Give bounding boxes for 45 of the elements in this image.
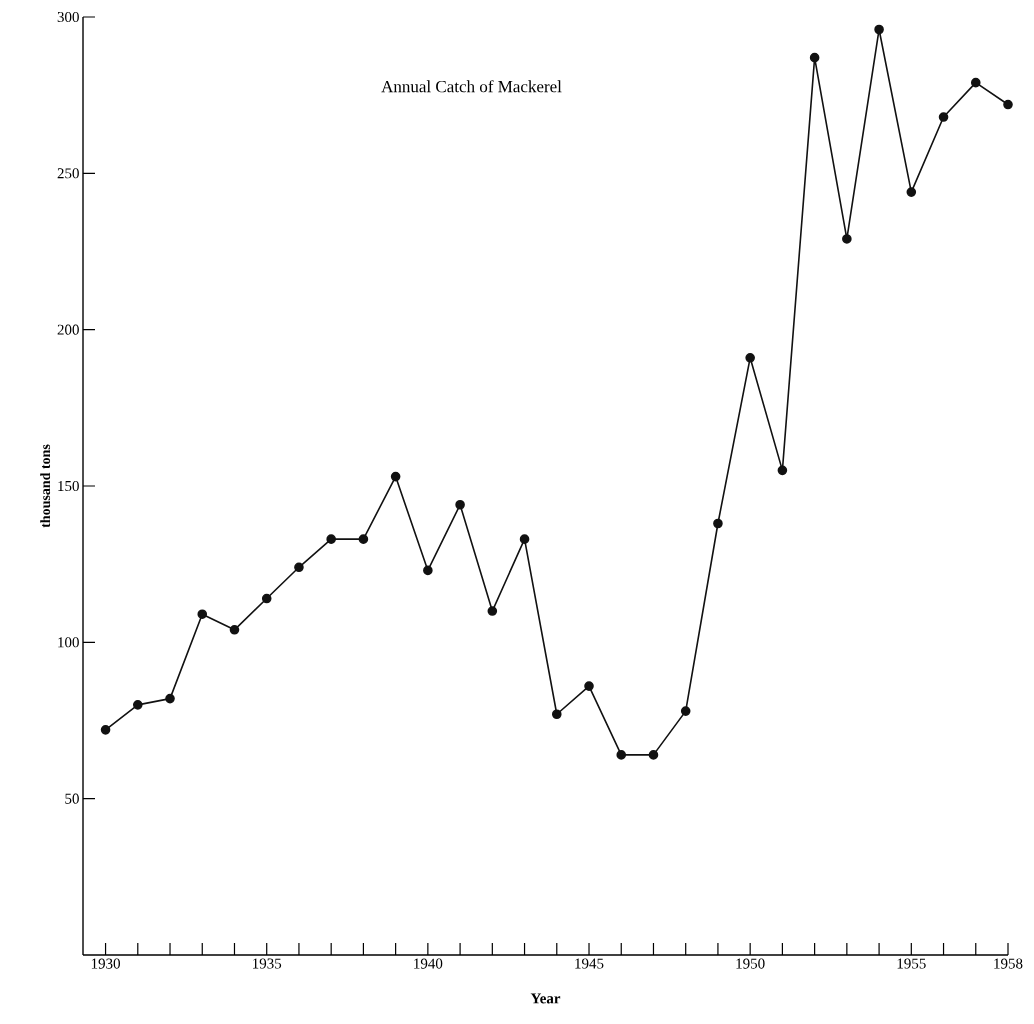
- point: [584, 681, 594, 691]
- y-tick-label: 250: [57, 168, 79, 179]
- y-tick-label: 300: [57, 11, 79, 23]
- point: [842, 234, 852, 244]
- y-tick-label: 150: [58, 480, 79, 492]
- x-tick-label: 1958: [994, 958, 1023, 969]
- point: [455, 499, 465, 510]
- x-tick-label: 1950: [736, 958, 765, 969]
- point: [229, 625, 240, 635]
- x-tick-label: 1930: [91, 958, 120, 969]
- point: [874, 24, 884, 35]
- y-axis-title: thousand tons: [40, 444, 51, 528]
- point: [390, 471, 401, 482]
- point: [100, 725, 111, 735]
- y-tick-label: 100: [58, 637, 79, 648]
- point: [197, 609, 208, 619]
- point: [777, 465, 788, 476]
- point: [970, 77, 981, 88]
- point: [616, 750, 627, 760]
- x-axis-title: Year: [530, 993, 561, 1004]
- point: [358, 534, 369, 544]
- point: [938, 112, 949, 122]
- point: [680, 706, 691, 716]
- x-tick-label: 1940: [414, 958, 443, 969]
- x-tick-label: 1935: [253, 958, 282, 969]
- point: [423, 565, 433, 576]
- point: [165, 693, 175, 704]
- x-tick-label: 1945: [575, 958, 604, 969]
- point: [487, 606, 498, 616]
- point: [326, 534, 336, 544]
- point: [745, 352, 755, 363]
- point: [713, 518, 723, 529]
- point: [1003, 99, 1013, 110]
- x-tick-label: 1955: [897, 958, 926, 969]
- point: [519, 534, 530, 544]
- point: [906, 187, 917, 197]
- y-tick-label: 200: [57, 324, 79, 335]
- point: [261, 593, 272, 604]
- y-tick-label: 50: [65, 793, 79, 804]
- point: [133, 700, 143, 710]
- point: [551, 709, 562, 720]
- point: [648, 750, 659, 760]
- point: [294, 562, 304, 573]
- text: Annual Catch of Mackerel: [381, 80, 562, 93]
- point: [809, 52, 820, 63]
